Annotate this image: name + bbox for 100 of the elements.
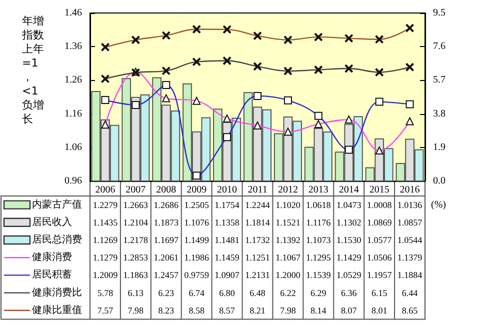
- data-label: 1.1251: [245, 252, 270, 263]
- data-label: 8.07: [340, 305, 358, 316]
- y2-axis-title: (%): [431, 200, 446, 210]
- data-label: 1.0529: [336, 270, 362, 280]
- data-label: 6.36: [340, 288, 358, 298]
- data-label: 8.65: [402, 305, 418, 316]
- data-label: 1.0869: [366, 217, 392, 228]
- data-label: 1.2244: [245, 200, 270, 210]
- y2-tick-label: 9.5: [433, 8, 446, 18]
- x-tick-label: 2012: [278, 184, 298, 196]
- legend-label: 健康消费: [32, 251, 72, 264]
- data-label: 1.2457: [154, 270, 180, 280]
- data-label: 6.74: [188, 288, 205, 298]
- x-tick-label: 2006: [95, 184, 116, 196]
- data-label: 1.1481: [214, 235, 240, 245]
- data-label: 1.1814: [245, 217, 270, 228]
- data-label: 1.1539: [306, 270, 332, 280]
- data-label: 1.0008: [366, 200, 392, 210]
- data-label: 1.2131: [245, 270, 270, 280]
- x-tick-label: 2014: [338, 184, 359, 196]
- data-label: 1.1358: [214, 217, 240, 228]
- data-label: 0.9759: [184, 270, 210, 280]
- data-label: 8.57: [219, 305, 236, 316]
- legend-label: 健康比重值: [32, 304, 82, 316]
- legend-label: 居民总消费: [32, 234, 82, 246]
- x-tick-label: 2008: [156, 184, 176, 196]
- data-label: 1.1269: [92, 235, 118, 245]
- data-label: 8.58: [188, 305, 205, 316]
- data-label: 1.2104: [123, 217, 149, 228]
- data-label: 1.0544: [397, 235, 423, 245]
- data-label: 1.0136: [397, 200, 423, 210]
- x-tick-label: 2010: [217, 184, 238, 196]
- data-label: 1.0506: [366, 252, 392, 263]
- data-label: 1.1379: [397, 252, 423, 263]
- x-tick-label: 2011: [248, 184, 268, 196]
- data-label: 1.2505: [184, 200, 210, 210]
- data-label: 8.01: [371, 305, 388, 316]
- data-label: 1.1986: [184, 252, 210, 263]
- legend-label: 内蒙古产值: [32, 198, 82, 210]
- data-label: 1.2686: [154, 200, 180, 210]
- y-tick-label: 1.26: [64, 74, 82, 86]
- data-label: 1.0577: [366, 235, 392, 245]
- data-label: 7.57: [97, 305, 114, 316]
- data-label: 1.1302: [336, 217, 362, 228]
- data-label: 5.78: [97, 288, 114, 298]
- data-label: 1.1279: [92, 252, 118, 263]
- data-label: 1.1732: [245, 235, 270, 245]
- data-label: 1.0473: [336, 200, 362, 210]
- y2-tick-label: 7.6: [433, 41, 446, 52]
- data-label: 1.1873: [154, 217, 180, 228]
- y-tick-label: 1.06: [64, 142, 82, 153]
- data-label: 1.1435: [92, 217, 118, 228]
- data-label: 1.1884: [397, 270, 423, 280]
- data-label: 1.2000: [276, 270, 301, 280]
- data-label: 8.14: [310, 305, 327, 316]
- data-label: 6.15: [371, 288, 388, 298]
- x-tick-label: 2016: [400, 184, 420, 196]
- data-label: 1.1863: [123, 270, 149, 280]
- data-label: 1.1076: [184, 217, 210, 228]
- x-tick-label: 2013: [308, 184, 328, 196]
- data-label: 6.80: [219, 288, 236, 298]
- data-label: 1.0907: [214, 270, 240, 280]
- data-label: 7.98: [280, 305, 296, 316]
- y2-tick-label: 0.0: [433, 176, 446, 186]
- data-label: 1.0618: [306, 200, 332, 210]
- data-label: 6.22: [280, 288, 296, 298]
- data-label: 1.1499: [184, 235, 210, 245]
- data-label: 1.0857: [397, 217, 423, 228]
- data-label: 1.2009: [92, 270, 118, 280]
- y-tick-label: 1.36: [64, 41, 82, 52]
- data-label: 7.98: [128, 305, 144, 316]
- legend-label: 健康消费比: [32, 286, 82, 298]
- x-tick-label: 2015: [369, 184, 390, 196]
- legend-label: 居民积蓄: [32, 268, 72, 281]
- data-label: 8.21: [250, 305, 266, 316]
- data-label: 1.1459: [214, 252, 240, 263]
- y-tick-label: 1.46: [64, 8, 82, 18]
- data-label: 6.23: [158, 288, 175, 298]
- data-label: 1.1392: [276, 235, 300, 245]
- data-label: 1.1295: [306, 252, 332, 263]
- y-tick-label: 1.16: [64, 108, 82, 120]
- data-label: 6.48: [250, 288, 266, 298]
- data-label: 1.1754: [214, 200, 240, 210]
- x-tick-label: 2007: [126, 184, 146, 196]
- data-label: 6.29: [310, 288, 327, 298]
- data-label: 1.1521: [276, 217, 300, 228]
- x-tick-label: 2009: [186, 184, 207, 196]
- data-label: 1.1176: [306, 217, 332, 228]
- y2-tick-label: 3.8: [433, 108, 446, 120]
- y-tick-label: 0.96: [64, 176, 82, 186]
- y2-tick-label: 5.7: [433, 74, 446, 86]
- y2-tick-label: 1.9: [433, 142, 446, 153]
- data-label: 1.1429: [336, 252, 362, 263]
- data-label: 1.2663: [123, 200, 149, 210]
- legend-label: 居民收入: [32, 216, 72, 228]
- data-label: 8.23: [158, 305, 175, 316]
- data-label: 1.1957: [366, 270, 392, 280]
- data-label: 1.2061: [154, 252, 179, 263]
- data-label: 1.2178: [123, 235, 149, 245]
- data-label: 1.1067: [276, 252, 301, 263]
